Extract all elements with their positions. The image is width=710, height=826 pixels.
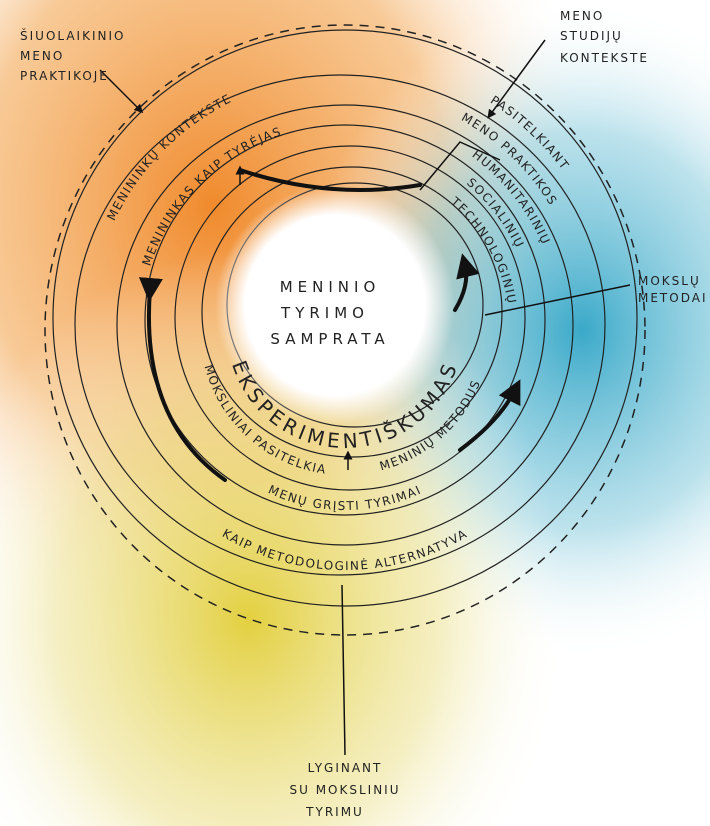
center-line: TYRIMO [280,304,369,322]
annotation: PRAKTIKOJE [20,69,109,83]
annotation: LYGINANT [308,761,383,775]
annotation: MENO [560,9,604,23]
annotation: STUDIJŲ [560,29,623,43]
annotation: SU MOKSLINIU [289,783,400,797]
annotation: ŠIUOLAIKINIO [20,28,125,43]
annotation: MOKSLŲ [638,274,701,288]
annotation: TYRIMU [305,805,364,819]
annotation: MENO [20,49,64,63]
annotation: METODAI [638,291,708,305]
diagram: MENINIO TYRIMO SAMPRATA MENININKŲ KONTEK… [0,0,710,826]
center-line: MENINIO [280,278,381,296]
center-line: SAMPRATA [270,330,389,348]
annotation: KONTEKSTE [560,51,649,65]
